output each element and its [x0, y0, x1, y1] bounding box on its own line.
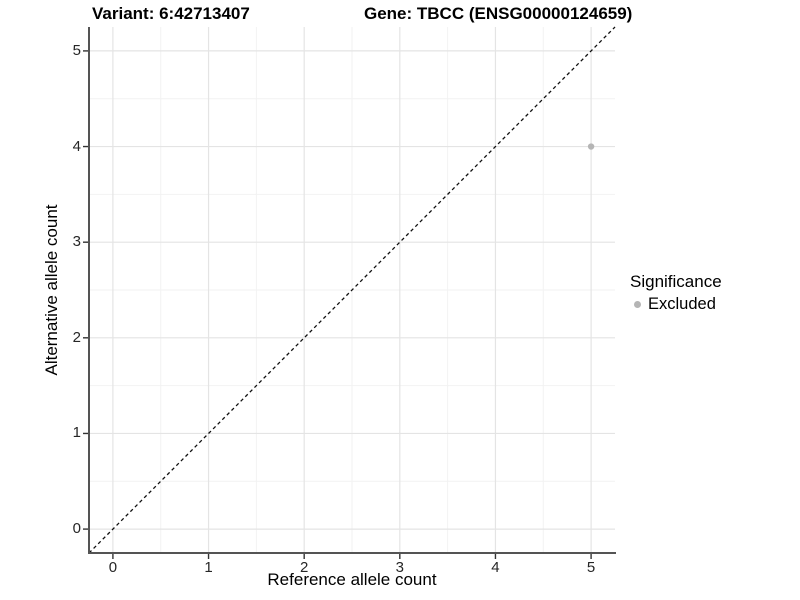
legend-entry-label: Excluded: [648, 295, 716, 313]
y-tick-label: 0: [72, 520, 81, 538]
x-tick-label: 3: [395, 559, 404, 576]
legend-key-dot-icon: [634, 301, 641, 308]
y-tick-label: 4: [72, 137, 81, 155]
x-tick-label: 2: [300, 559, 309, 576]
y-tick-label: 5: [72, 41, 81, 59]
y-tick-label: 2: [72, 328, 81, 346]
gene-title: Gene: TBCC (ENSG00000124659): [364, 4, 633, 23]
x-tick-label: 5: [586, 559, 596, 576]
legend-title: Significance: [630, 272, 722, 291]
legend: Significance Excluded: [630, 272, 722, 314]
x-tick-label: 0: [108, 559, 118, 576]
y-tick-label: 3: [72, 233, 81, 251]
x-axis-title: Reference allele count: [267, 570, 437, 589]
data-point-excluded: [587, 143, 595, 150]
legend-entry-excluded: Excluded: [630, 295, 722, 314]
identity-reference-line: [88, 26, 616, 554]
x-tick-label: 1: [204, 559, 213, 576]
x-tick-label: 4: [491, 559, 500, 576]
y-tick-label: 1: [72, 424, 81, 442]
y-axis-title: Alternative allele count: [42, 204, 61, 376]
variant-title: Variant: 6:42713407: [92, 4, 250, 23]
